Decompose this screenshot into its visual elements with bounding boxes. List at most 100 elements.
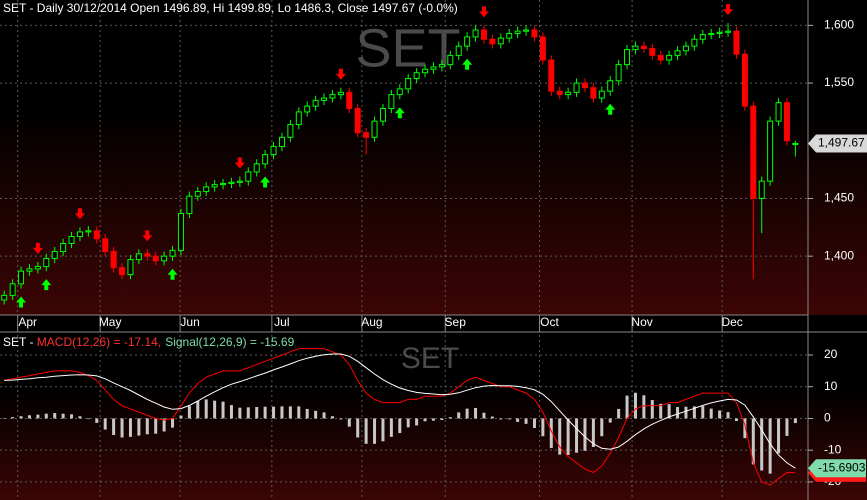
candle-body bbox=[573, 82, 580, 93]
histogram-bar bbox=[608, 418, 612, 423]
sell-arrow bbox=[74, 208, 85, 220]
candle-body bbox=[9, 283, 16, 296]
candle-body bbox=[396, 88, 403, 96]
candle-body bbox=[565, 91, 572, 96]
candle-body bbox=[472, 29, 479, 38]
histogram-bar bbox=[625, 395, 629, 419]
histogram-bar bbox=[255, 407, 259, 419]
histogram-bar bbox=[213, 400, 217, 419]
histogram-bar bbox=[760, 418, 764, 471]
candle-body bbox=[480, 29, 487, 40]
y-tick-label: 1,400 bbox=[824, 248, 854, 262]
candle-body bbox=[447, 54, 454, 66]
candle-body bbox=[624, 49, 631, 66]
candle-body bbox=[725, 30, 732, 33]
candle-body bbox=[346, 91, 353, 109]
candle-body bbox=[220, 182, 227, 186]
candle-body bbox=[161, 255, 168, 262]
candle-body bbox=[119, 267, 126, 276]
candle-body bbox=[699, 34, 706, 40]
value-tag bbox=[808, 134, 867, 153]
histogram-bar bbox=[684, 406, 688, 419]
candle-body bbox=[34, 266, 41, 270]
candle-body bbox=[68, 236, 75, 244]
buy-arrow bbox=[16, 296, 27, 308]
histogram-bar bbox=[61, 413, 65, 419]
histogram-bar bbox=[667, 404, 671, 419]
candle-body bbox=[371, 120, 378, 138]
candle-body bbox=[581, 82, 588, 89]
histogram-bar bbox=[532, 418, 536, 428]
sell-arrow bbox=[142, 230, 153, 242]
histogram-bar bbox=[642, 395, 646, 419]
candle-body bbox=[422, 68, 429, 74]
x-tick-label: Sep bbox=[445, 315, 467, 329]
histogram-bar bbox=[549, 418, 553, 448]
x-tick-label: May bbox=[99, 315, 122, 329]
candle-body bbox=[615, 64, 622, 82]
histogram-bar bbox=[229, 405, 233, 419]
histogram-bar bbox=[297, 406, 301, 419]
histogram-bar bbox=[120, 418, 124, 438]
histogram-bar bbox=[777, 418, 781, 454]
sell-arrow bbox=[478, 6, 489, 18]
histogram-bar bbox=[179, 415, 183, 419]
candle-body bbox=[539, 36, 546, 61]
indicator-line bbox=[4, 348, 796, 486]
candle-body bbox=[464, 36, 471, 47]
buy-arrow bbox=[605, 103, 616, 115]
candle-body bbox=[329, 94, 336, 99]
histogram-bar bbox=[482, 412, 486, 419]
buy-arrow bbox=[167, 268, 178, 280]
histogram-bar bbox=[617, 408, 621, 419]
histogram-bar bbox=[465, 408, 469, 419]
y-tick-label: 1,450 bbox=[824, 191, 854, 205]
y-tick-label: 10 bbox=[824, 379, 838, 393]
histogram-bar bbox=[95, 418, 99, 423]
candle-body bbox=[514, 30, 521, 34]
candle-body bbox=[792, 142, 799, 145]
histogram-bar bbox=[507, 418, 511, 420]
candle-body bbox=[489, 38, 496, 45]
buy-arrow bbox=[394, 107, 405, 119]
sell-arrow bbox=[335, 68, 346, 80]
candle-body bbox=[523, 29, 530, 32]
watermark: SET bbox=[355, 18, 460, 78]
y-tick-label: 1,600 bbox=[824, 18, 854, 32]
histogram-bar bbox=[347, 418, 351, 427]
histogram-bar bbox=[566, 418, 570, 455]
histogram-bar bbox=[137, 418, 141, 436]
candle-body bbox=[666, 54, 673, 61]
histogram-bar bbox=[263, 406, 267, 419]
y-tick-label: 0 bbox=[824, 411, 831, 425]
histogram-bar bbox=[558, 418, 562, 455]
candle-body bbox=[110, 251, 117, 269]
histogram-bar bbox=[516, 418, 520, 422]
candle-body bbox=[556, 90, 563, 96]
candle-body bbox=[640, 45, 647, 49]
x-tick-label: Jul bbox=[274, 315, 289, 329]
histogram-bar bbox=[44, 413, 48, 419]
histogram-bar bbox=[70, 414, 74, 419]
histogram-bar bbox=[499, 418, 503, 420]
histogram-bar bbox=[768, 418, 772, 474]
candle-body bbox=[76, 231, 83, 238]
candle-body bbox=[102, 238, 109, 253]
histogram-bar bbox=[406, 418, 410, 428]
histogram-bar bbox=[221, 401, 225, 419]
candle-body bbox=[674, 50, 681, 56]
candle-body bbox=[135, 253, 142, 261]
histogram-bar bbox=[112, 418, 116, 435]
histogram-bar bbox=[373, 418, 377, 444]
candle-body bbox=[607, 80, 614, 92]
candle-body bbox=[741, 53, 748, 107]
candle-body bbox=[18, 270, 25, 285]
histogram-bar bbox=[27, 415, 31, 419]
candle-body bbox=[337, 91, 344, 96]
histogram-bar bbox=[305, 408, 309, 419]
x-tick-label: Dec bbox=[721, 315, 742, 329]
candle-body bbox=[152, 255, 159, 262]
histogram-bar bbox=[524, 418, 528, 424]
histogram-bar bbox=[314, 410, 318, 419]
candle-body bbox=[548, 59, 555, 92]
